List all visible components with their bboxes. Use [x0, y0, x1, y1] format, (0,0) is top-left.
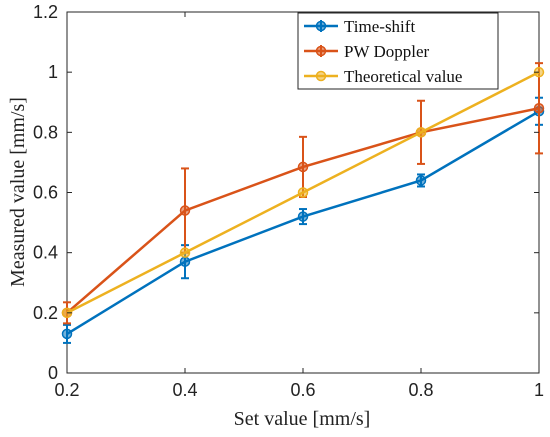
y-tick-label: 1 — [48, 62, 58, 82]
x-tick-label: 0.2 — [54, 380, 79, 400]
x-axis-label: Set value [mm/s] — [234, 408, 371, 430]
y-tick-label: 0.4 — [33, 243, 58, 263]
legend-item: PW Doppler — [304, 42, 429, 61]
data-point — [179, 247, 191, 258]
y-tick-label: 0 — [48, 363, 58, 383]
data-point — [297, 187, 309, 198]
x-tick-label: 1 — [534, 380, 544, 400]
tick-layer: 0.2 0.4 0.6 0.8 100.20.40.60.811.2 — [33, 2, 544, 400]
x-tick-label: 0.6 — [290, 380, 315, 400]
y-tick-label: 0.2 — [33, 303, 58, 323]
y-axis-label: Measured value [mm/s] — [7, 97, 29, 287]
y-tick-label: 0.6 — [33, 183, 58, 203]
legend-item: Time-shift — [304, 17, 415, 36]
data-point — [297, 211, 309, 222]
series-theoretical-value — [61, 66, 545, 319]
legend-marker — [315, 45, 327, 57]
legend: Time-shift PW Doppler Theoretical value — [297, 12, 499, 90]
data-point — [297, 161, 309, 173]
data-point — [61, 328, 73, 340]
legend-marker — [315, 70, 327, 82]
data-point — [415, 175, 427, 186]
legend-marker — [315, 20, 327, 32]
legend-label: PW Doppler — [344, 42, 429, 61]
y-tick-label: 1.2 — [33, 2, 58, 22]
legend-item: Theoretical value — [304, 67, 462, 86]
legend-label: Time-shift — [344, 17, 415, 36]
legend-label: Theoretical value — [344, 67, 462, 86]
data-point — [179, 205, 191, 216]
x-tick-label: 0.8 — [408, 380, 433, 400]
data-point — [415, 127, 427, 138]
series-layer — [61, 62, 545, 344]
data-point — [533, 103, 545, 114]
y-tick-label: 0.8 — [33, 122, 58, 142]
x-tick-label: 0.4 — [172, 380, 197, 400]
data-point — [179, 256, 191, 267]
